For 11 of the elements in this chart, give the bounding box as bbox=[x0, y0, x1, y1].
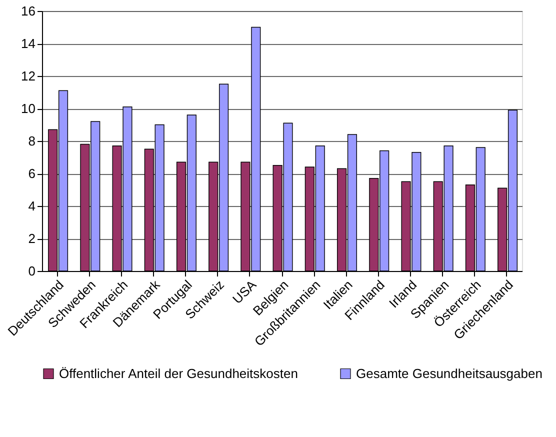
y-tick-label: 12 bbox=[21, 68, 36, 84]
y-tick-label: 8 bbox=[28, 134, 36, 148]
y-tick-label: 4 bbox=[28, 198, 36, 214]
y-tick-label: 14 bbox=[21, 36, 36, 51]
legend-label: Öffentlicher Anteil der Gesundheitskosten bbox=[59, 366, 298, 381]
y-tick-label: 10 bbox=[21, 101, 36, 116]
y-tick-label: 16 bbox=[21, 4, 36, 18]
y-tick-label: 2 bbox=[28, 231, 36, 246]
y-tick-label: 6 bbox=[28, 166, 36, 181]
legend-label: Gesamte Gesundheitsausgaben bbox=[356, 366, 542, 381]
y-tick-label: 0 bbox=[28, 264, 36, 278]
